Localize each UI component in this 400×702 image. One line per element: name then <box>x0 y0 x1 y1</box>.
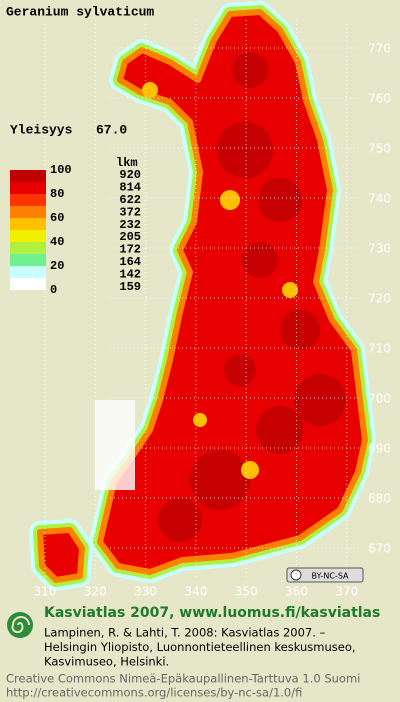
y-label: 730 <box>368 242 391 256</box>
sparse-patch <box>220 190 240 210</box>
x-label: 370 <box>335 585 358 599</box>
x-label: 320 <box>84 585 107 599</box>
legend-swatch <box>10 254 46 266</box>
y-label: 710 <box>368 342 391 356</box>
count-header: lkm <box>116 156 138 170</box>
license-line: http://creativecommons.org/licenses/by-n… <box>6 686 302 700</box>
footer-text: Lampinen, R. & Lahti, T. 2008: Kasviatla… <box>6 626 360 700</box>
legend-swatch <box>10 218 46 230</box>
logo <box>7 612 33 638</box>
y-label: 670 <box>368 542 391 556</box>
legend-count: 159 <box>119 280 141 294</box>
distribution-map <box>29 1 376 591</box>
legend-scale: 100 <box>50 163 72 177</box>
legend-count: 172 <box>119 243 141 257</box>
sparse-patch <box>193 413 207 427</box>
dense-patch <box>232 52 268 88</box>
x-label: 310 <box>34 585 57 599</box>
species-title: Geranium sylvaticum <box>6 4 154 19</box>
legend-count: 814 <box>119 181 141 195</box>
legend-swatch <box>10 230 46 242</box>
sparse-patch <box>282 282 298 298</box>
legend-count: 372 <box>119 205 141 219</box>
dense-patch <box>190 450 250 510</box>
y-label: 740 <box>368 192 391 206</box>
legend-count: 164 <box>119 255 141 269</box>
footer-heading: Kasviatlas 2007, www.luomus.fi/kasviatla… <box>44 605 380 621</box>
legend-swatch <box>10 278 46 290</box>
legend-scale: 40 <box>50 235 64 249</box>
dense-patch <box>280 310 320 350</box>
y-label: 680 <box>368 492 391 506</box>
dense-patch <box>294 374 346 426</box>
sparse-patch <box>241 461 259 479</box>
aland-fill <box>37 527 85 583</box>
legend-scale: 0 <box>50 283 57 297</box>
dense-patch <box>258 178 302 222</box>
y-label: 770 <box>368 42 391 56</box>
license-badge: BY-NC-SA <box>286 567 364 583</box>
y-label: 690 <box>368 442 391 456</box>
legend-scale: 80 <box>50 187 64 201</box>
legend-swatch <box>10 182 46 194</box>
legend-swatch <box>10 242 46 254</box>
x-label: 350 <box>235 585 258 599</box>
y-label: 700 <box>368 392 391 406</box>
citation-line: Helsingin Yliopisto, Luonnontieteellinen… <box>44 640 356 654</box>
legend-count: 622 <box>119 193 141 207</box>
dense-patch <box>217 122 273 178</box>
legend-swatch <box>10 206 46 218</box>
legend-count: 142 <box>119 267 141 281</box>
license-line: Creative Commons Nimeä-Epäkaupallinen-Ta… <box>6 672 360 686</box>
frequency-value: 67.0 <box>96 122 127 137</box>
x-label: 360 <box>285 585 308 599</box>
legend-count: 920 <box>119 168 141 182</box>
badge-text: BY-NC-SA <box>311 572 349 581</box>
legend-scale: 60 <box>50 211 64 225</box>
dense-patch <box>224 354 256 386</box>
dense-patch <box>256 406 304 454</box>
y-label: 720 <box>368 292 391 306</box>
x-label: 340 <box>184 585 207 599</box>
badge-box <box>286 567 364 583</box>
legend-count: 232 <box>119 218 141 232</box>
legend-count: 205 <box>119 230 141 244</box>
logo-spiral <box>11 616 30 634</box>
legend-swatch <box>10 170 46 182</box>
dense-patch <box>158 498 202 542</box>
x-label: 330 <box>134 585 157 599</box>
sparse-patch <box>142 82 158 98</box>
cc-icon <box>290 569 302 581</box>
citation-line: Kasvimuseo, Helsinki. <box>44 655 169 669</box>
y-label: 760 <box>368 92 391 106</box>
dense-patch <box>242 242 278 278</box>
legend-swatch <box>10 266 46 278</box>
y-label: 750 <box>368 142 391 156</box>
legend-swatch <box>10 194 46 206</box>
citation-line: Lampinen, R. & Lahti, T. 2008: Kasviatla… <box>44 626 326 640</box>
grid: 770 760 750 740 730 720 710 700 690 680 670 310 320 3… <box>34 20 391 599</box>
frequency-label: Yleisyys <box>10 122 73 137</box>
legend-scale: 20 <box>50 259 64 273</box>
white-area <box>95 400 135 490</box>
